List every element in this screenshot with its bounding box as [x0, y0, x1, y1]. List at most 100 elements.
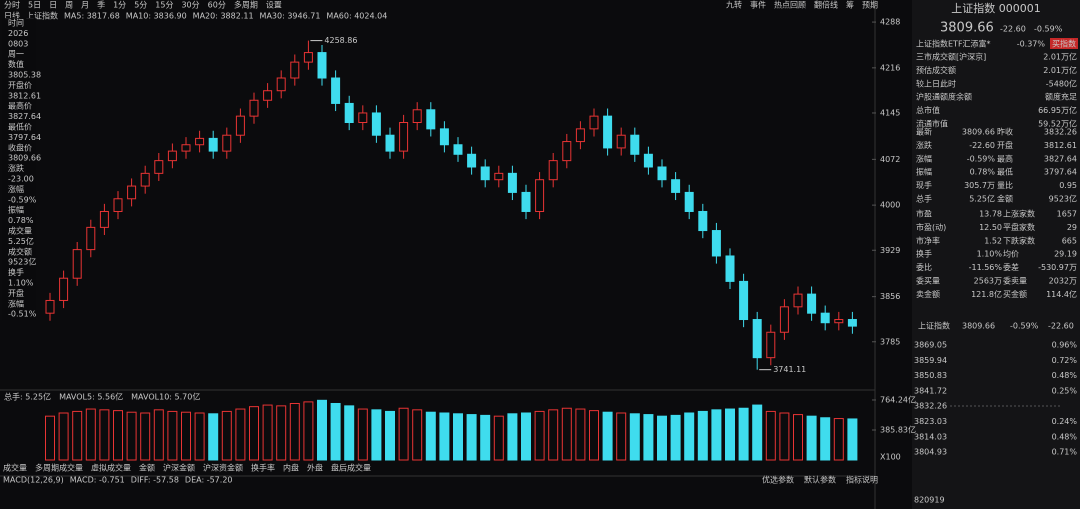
period-tab[interactable]: 设置 — [266, 0, 282, 10]
grid-value: 12.50 — [979, 223, 1002, 232]
volume-bar — [847, 418, 858, 461]
mini-right-label: 0.96% — [1052, 341, 1078, 350]
indicator-tab[interactable]: 多周期成交量 — [35, 463, 83, 473]
period-tab[interactable]: 周 — [65, 1, 73, 10]
summary-label: 较上日此时 — [916, 78, 956, 88]
info-item: 5.25亿 — [8, 236, 34, 246]
volume-bar — [249, 406, 259, 461]
volume-bar — [357, 408, 368, 461]
indicator-tab[interactable]: 沪深资金额 — [203, 463, 243, 473]
candle-body — [59, 277, 69, 301]
period-tab[interactable]: 多周期 — [234, 0, 258, 10]
tool-button[interactable]: 翻倍线 — [814, 0, 838, 10]
grid-value: -11.56% — [969, 263, 1003, 272]
volume-bar — [779, 412, 790, 461]
info-bg — [2, 194, 36, 205]
volume-bar — [85, 408, 96, 461]
param-button[interactable]: 指标说明 — [846, 475, 878, 485]
period-tab[interactable]: 日 — [49, 1, 57, 10]
volume-bar — [697, 410, 708, 461]
grid-value: 1.52 — [984, 236, 1002, 245]
period-tab[interactable]: 月 — [81, 1, 89, 10]
grid-value: 3827.64 — [1044, 154, 1077, 163]
period-tab[interactable]: 15分 — [155, 1, 173, 10]
candle-body — [684, 191, 694, 212]
candle-body — [45, 299, 55, 314]
indicator-tab[interactable]: 内盘 — [283, 463, 299, 473]
period-tab[interactable]: 5日 — [28, 1, 41, 10]
mini-left-label: 3832.26 — [914, 402, 947, 411]
volume-bar — [725, 408, 735, 461]
volume-bar — [289, 402, 300, 461]
candle-body — [494, 172, 504, 181]
info-bg — [2, 309, 36, 320]
indicator-tab[interactable]: 盘后成交量 — [331, 463, 371, 473]
grid-label: 均价 — [1003, 249, 1019, 259]
period-tab[interactable]: 30分 — [181, 1, 199, 10]
tool-button[interactable]: 筹 — [846, 0, 854, 10]
tool-button[interactable]: 热点回顾 — [774, 0, 806, 10]
indicator-tab[interactable]: 成交量 — [3, 463, 27, 473]
period-tab[interactable]: 5分 — [134, 1, 147, 10]
candle-body — [507, 172, 517, 193]
grid-value: 305.7万 — [964, 181, 995, 190]
period-tab[interactable]: 1分 — [113, 1, 126, 10]
volume-bar — [453, 413, 463, 461]
indicator-tab[interactable]: 金额 — [139, 463, 155, 473]
param-button[interactable]: 默认参数 — [804, 475, 836, 485]
summary-label: 流通市值 — [916, 119, 948, 129]
summary-value: 66.95万亿 — [1038, 105, 1077, 115]
candle-body — [535, 179, 545, 212]
tool-button[interactable]: 事件 — [750, 0, 766, 10]
indicator-tab[interactable]: 沪深金额 — [163, 463, 195, 473]
volume-bar — [493, 415, 504, 461]
y-tick-label: 4288 — [880, 18, 900, 27]
tool-button[interactable]: 九转 — [726, 0, 742, 10]
info-item: -23.00 — [8, 175, 34, 184]
grid-value: 1.10% — [977, 250, 1003, 259]
buy-button-bg[interactable] — [1050, 38, 1078, 49]
grid-label: 买金额 — [1003, 289, 1027, 299]
volume-bar — [330, 402, 341, 461]
grid-value: 3809.66 — [962, 128, 995, 137]
candle-body — [331, 77, 341, 104]
param-button[interactable]: 优选参数 — [762, 475, 794, 485]
period-tab[interactable]: 分时 — [4, 0, 20, 10]
indicator-tab[interactable]: 外盘 — [307, 463, 323, 473]
candle-body — [371, 112, 381, 136]
volume-bar — [99, 409, 110, 461]
info-bg — [2, 80, 36, 91]
mini-header: 3809.66 — [962, 322, 995, 331]
volume-bar — [208, 413, 219, 461]
candle-body — [426, 109, 436, 130]
grid-value: 2563万 — [974, 277, 1002, 286]
grid-label: 涨跌 — [916, 140, 932, 150]
summary-value: 59.52万亿 — [1038, 119, 1077, 129]
volume-bar — [371, 409, 382, 461]
indicator-tab[interactable]: 换手率 — [251, 463, 275, 473]
grid-label: 委差 — [1003, 262, 1019, 272]
period-tab[interactable]: 60分 — [208, 1, 226, 10]
quote-change: -22.60 — [1000, 25, 1026, 34]
period-tab[interactable]: 季 — [97, 0, 105, 10]
candle-body — [834, 319, 844, 324]
volume-bar — [113, 410, 123, 461]
macd-label: MACD(12,26,9) — [3, 476, 64, 485]
grid-value: 0.95 — [1059, 181, 1077, 190]
ma-label: MA30: 3946.71 — [260, 12, 321, 21]
info-item: 开盘价 — [8, 80, 32, 90]
indicator-tab[interactable]: 虚拟成交量 — [91, 463, 131, 473]
info-item: 时间 — [8, 18, 24, 28]
info-bg — [2, 18, 36, 28]
y-tick-label: 4145 — [880, 108, 900, 117]
info-item: 成交量 — [8, 226, 32, 236]
info-bg — [2, 122, 36, 132]
volume-bar — [548, 409, 559, 461]
volume-bar — [616, 412, 627, 461]
tool-button[interactable]: 预期 — [862, 0, 878, 10]
info-bg — [2, 257, 36, 268]
volume-bar — [738, 407, 749, 461]
grid-label: 涨幅 — [916, 153, 932, 163]
buy-button[interactable]: 买指数 — [1052, 39, 1076, 49]
candle-body — [467, 153, 477, 168]
